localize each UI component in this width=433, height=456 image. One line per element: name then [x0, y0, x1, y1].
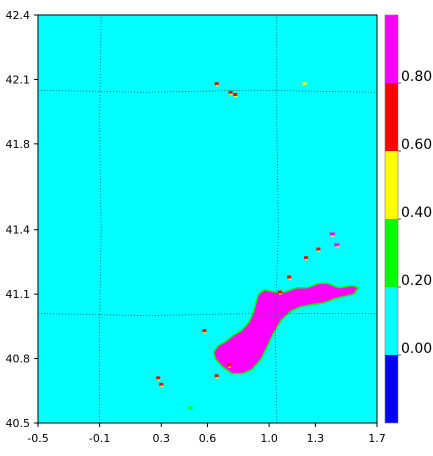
y-tick-label: 40.5 [6, 417, 31, 430]
heatmap-small-region-edge [160, 385, 164, 387]
heatmap-small-region [304, 256, 309, 260]
y-tick-label: 40.8 [6, 353, 31, 366]
x-tick-label: 1.3 [307, 432, 325, 445]
heatmap-small-region [277, 290, 282, 294]
heatmap-small-region [227, 363, 232, 367]
boundary-line [274, 15, 279, 424]
colorbar-label: 0.80 [401, 69, 432, 85]
heatmap-small-region-edge [215, 377, 219, 379]
x-tick-label: 1.7 [368, 432, 386, 445]
heatmap-small-region [214, 82, 219, 86]
heatmap-small-region [214, 374, 219, 378]
colorbar-segment [385, 219, 398, 287]
heatmap-small-region [159, 382, 164, 386]
heatmap-small-region [228, 90, 233, 94]
colorbar-label: 0.60 [401, 137, 432, 153]
heatmap-small-region-edge [288, 278, 292, 280]
heatmap-small-region [202, 329, 207, 333]
colorbar-segment [385, 15, 398, 83]
boundary-line [99, 14, 102, 423]
x-tick-label: 0.3 [153, 432, 171, 445]
x-tick-label: 0.6 [199, 432, 217, 445]
x-tick-label: 1.0 [260, 432, 278, 445]
colorbar-label: 0.40 [401, 205, 432, 221]
heatmap-small-region-edge [305, 259, 309, 261]
y-tick-label: 41.8 [6, 138, 31, 151]
heatmap-small-region [302, 82, 307, 86]
y-tick-label: 42.1 [6, 73, 31, 86]
heatmap-main-region [212, 282, 360, 375]
y-tick-label: 42.4 [6, 9, 31, 22]
heatmap-small-region-edge [330, 235, 335, 237]
colorbar-segment [385, 287, 398, 355]
heatmap-small-region [329, 232, 335, 236]
x-tick-label: -0.1 [89, 432, 110, 445]
colorbar-label: 0.20 [401, 273, 432, 289]
heatmap-small-region [316, 247, 321, 251]
colorbar-segment [385, 355, 398, 423]
heatmap-small-region-edge [203, 332, 207, 334]
colorbar-label: 0.00 [401, 341, 432, 357]
heatmap-small-region [334, 243, 340, 247]
heatmap-small-region-edge [228, 366, 232, 368]
heatmap-small-region [233, 93, 238, 96]
heatmap-small-region-edge [215, 85, 219, 87]
heatmap-small-region-edge [157, 379, 161, 381]
y-tick-label: 41.4 [6, 224, 31, 237]
heatmap-small-region [156, 376, 161, 380]
colorbar-segment [385, 83, 398, 151]
heatmap-small-region-edge [229, 93, 233, 95]
y-tick-label: 41.1 [6, 288, 31, 301]
heatmap-small-region-edge [335, 246, 340, 248]
heatmap-small-region-edge [234, 96, 238, 98]
heatmap-background [38, 15, 377, 423]
heatmap-small-region-edge [278, 293, 282, 295]
heatmap-small-region-edge [317, 250, 321, 252]
heatmap-small-region [188, 406, 193, 410]
x-tick-label: -0.5 [27, 432, 48, 445]
colorbar-segment [385, 151, 398, 219]
heatmap-small-region [287, 275, 292, 279]
